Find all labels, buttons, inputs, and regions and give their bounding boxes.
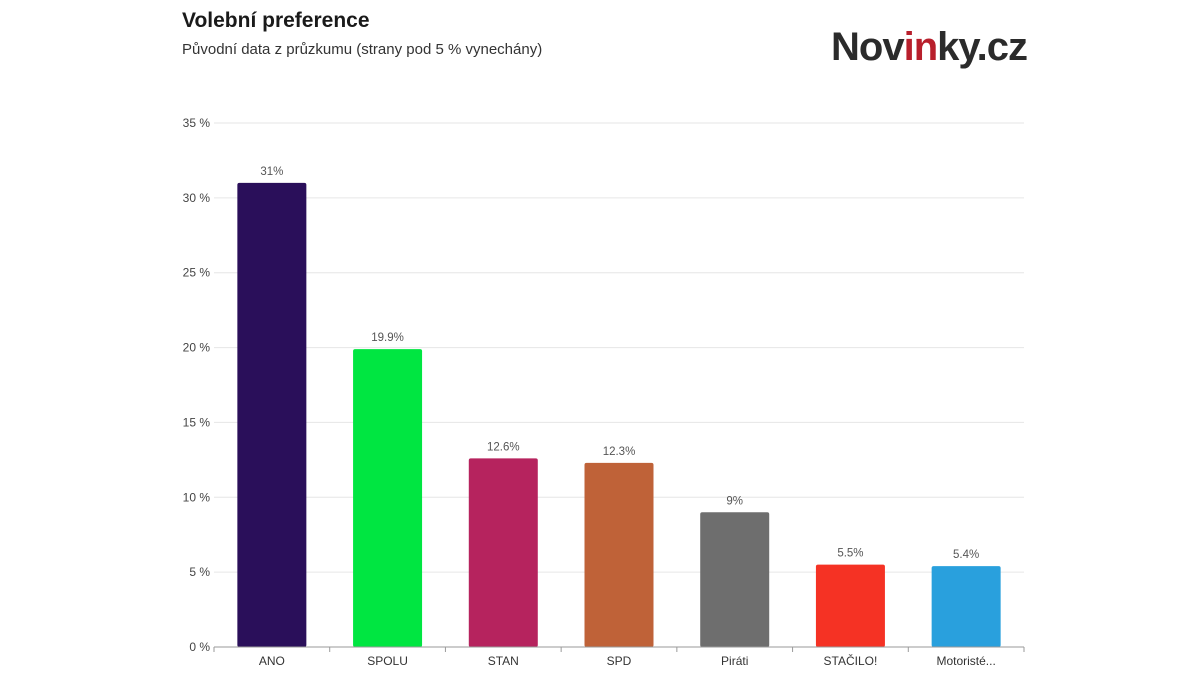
bar-stan [468, 458, 538, 647]
novinky-logo[interactable]: Novinky.cz [831, 25, 1028, 69]
data-label: 9% [726, 495, 743, 507]
x-tick-label: SPD [607, 654, 632, 668]
bar-motorist [931, 566, 1001, 647]
bar-spolu [353, 349, 423, 647]
data-label: 31% [260, 166, 283, 178]
x-axis: ANO SPOLU STAN SPD Piráti STAČILO! Motoristé..… [213, 646, 1025, 668]
y-tick-label: 25 % [183, 266, 211, 280]
data-label: 12.3% [603, 446, 636, 458]
chart-subtitle: Původní data z průzkumu (strany pod 5 % … [182, 41, 543, 58]
chart-title: Volební preference [182, 9, 370, 32]
y-axis-ticks: 0 % 5 % 10 % 15 % 20 % 25 % 30 % 35 % [183, 116, 211, 654]
bar-ano [237, 182, 307, 647]
data-label: 19.9% [371, 332, 404, 344]
logo-text-end: ky.cz [937, 25, 1028, 69]
y-tick-label: 30 % [183, 191, 211, 205]
y-tick-label: 5 % [189, 565, 210, 579]
y-tick-label: 20 % [183, 341, 211, 355]
x-tick-label: SPOLU [367, 654, 408, 668]
x-tick-label: Motoristé... [936, 654, 995, 668]
x-tick-label: STAN [488, 654, 519, 668]
data-label: 5.4% [953, 549, 979, 561]
bar-sta-ilo [815, 564, 885, 647]
bar-pir-ti [700, 512, 770, 647]
x-tick-label: ANO [259, 654, 285, 668]
x-tick-label: Piráti [721, 654, 748, 668]
y-tick-label: 0 % [189, 640, 210, 654]
bars: 31% 19.9% 12.6% 12.3% 9% 5.5% 5.4% [237, 166, 1001, 647]
logo-text-start: Nov [831, 25, 905, 69]
logo-text-accent: in [903, 25, 939, 69]
bar-spd [584, 462, 654, 647]
y-tick-label: 10 % [183, 490, 211, 504]
x-tick-label: STAČILO! [824, 653, 878, 668]
data-label: 5.5% [837, 548, 863, 560]
data-label: 12.6% [487, 441, 520, 453]
y-tick-label: 35 % [183, 116, 211, 130]
y-tick-label: 15 % [183, 415, 211, 429]
